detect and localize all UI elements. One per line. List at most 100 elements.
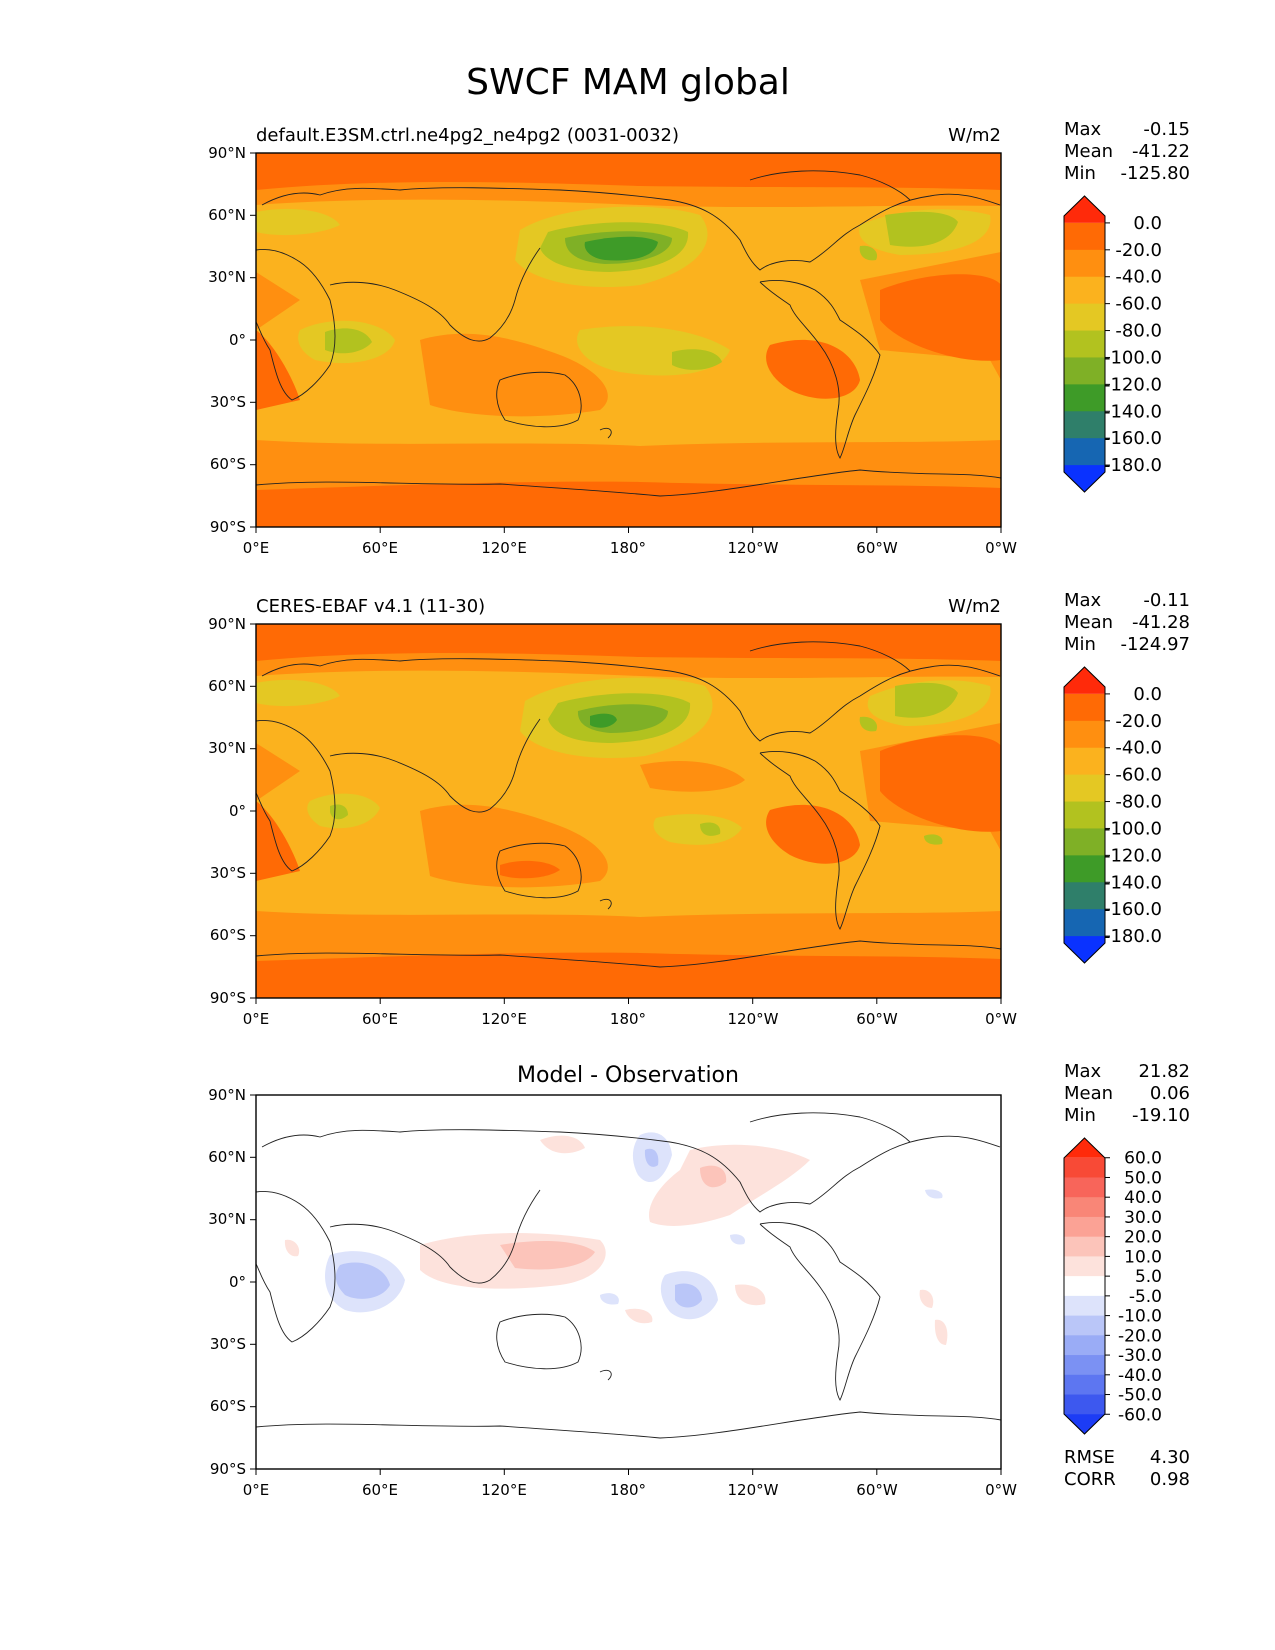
colorbar-segment: [1064, 1276, 1105, 1297]
lat-tick-label: 30°S: [210, 1335, 246, 1353]
colorbar-segment: [1064, 855, 1105, 883]
colorbar-tick-label: -60.0: [1115, 765, 1162, 786]
colorbar-segment: [1064, 196, 1105, 223]
colorbar-segment: [1064, 303, 1105, 332]
lat-tick-label: 90°S: [210, 518, 246, 536]
panel-title-left: default.E3SM.ctrl.ne4pg2_ne4pg2 (0031-00…: [256, 125, 679, 146]
colorbar-tick-label: 5.0: [1135, 1267, 1162, 1287]
colorbar-tick-label: -100.0: [1104, 347, 1162, 368]
colorbar-segment: [1064, 411, 1105, 439]
lat-tick-label: 90°N: [208, 144, 246, 162]
lon-tick-label: 120°E: [481, 539, 527, 557]
lon-tick-label: 120°W: [728, 1010, 779, 1028]
colorbar-segment: [1064, 1177, 1105, 1198]
lat-tick-label: 30°N: [208, 268, 246, 286]
stats-block: Max -0.11 Mean -41.28 Min -124.97: [1064, 590, 1190, 655]
colorbar-tick-label: -40.0: [1118, 1366, 1162, 1386]
lat-tick-label: 90°N: [208, 615, 246, 633]
colorbar-segment: [1064, 1394, 1105, 1415]
colorbar-tick-label: -40.0: [1115, 738, 1162, 759]
colorbar-tick-label: -160.0: [1104, 899, 1162, 920]
stat-label: Max: [1064, 1061, 1102, 1082]
lat-tick-label: 30°N: [208, 739, 246, 757]
lat-tick-label: 60°S: [210, 1397, 246, 1415]
colorbar-tick-label: -100.0: [1104, 818, 1162, 839]
colorbar-tick-label: -120.0: [1104, 845, 1162, 866]
colorbar-segment: [1064, 1157, 1105, 1178]
colorbar-tick-label: -5.0: [1129, 1287, 1162, 1307]
colorbar-segment: [1064, 936, 1105, 963]
lon-tick-label: 60°W: [856, 539, 898, 557]
lat-tick-label: 90°S: [210, 989, 246, 1007]
colorbar-tick-label: 20.0: [1124, 1228, 1162, 1248]
stat-value: -0.15: [1143, 119, 1190, 140]
lon-tick-label: 120°W: [728, 539, 779, 557]
stat-label: Mean: [1064, 1083, 1113, 1104]
stat-value: -41.28: [1132, 612, 1190, 633]
colorbar-segment: [1064, 720, 1105, 749]
colorbar: 0.0 -20.0 -40.0 -60.0 -80.0 -100.0 -120.0 -140.…: [1063, 666, 1162, 964]
colorbar-tick-label: -120.0: [1104, 374, 1162, 395]
colorbar-tick-label: -80.0: [1115, 792, 1162, 813]
lat-axis: 90°N 60°N 30°N 0° 30°S 60°S 90°S: [208, 144, 256, 536]
colorbar-segment: [1064, 384, 1105, 412]
coastlines: [256, 641, 1001, 968]
panel-model: 90°N 60°N 30°N 0° 30°S 60°S 90°S 0°E 60°…: [208, 119, 1190, 557]
panel-units: W/m2: [948, 125, 1001, 146]
colorbar-segment: [1064, 330, 1105, 358]
colorbar-tick-label: 40.0: [1124, 1188, 1162, 1208]
stat-value: 0.98: [1150, 1469, 1190, 1490]
colorbar-tick-label: -140.0: [1104, 872, 1162, 893]
colorbar-segment: [1064, 828, 1105, 856]
colorbar-tick-label: 0.0: [1133, 213, 1162, 234]
colorbar-segment: [1064, 438, 1105, 466]
colorbar-segment: [1064, 1335, 1105, 1356]
coastlines: [256, 1112, 1001, 1439]
colorbar: 0.0 -20.0 -40.0 -60.0 -80.0 -100.0 -120.0 -140.…: [1063, 195, 1162, 493]
stat-label: Max: [1064, 590, 1102, 611]
colorbar-tick-label: -60.0: [1118, 1405, 1162, 1425]
colorbar-tick-label: -20.0: [1115, 240, 1162, 261]
lat-axis: 90°N 60°N 30°N 0° 30°S 60°S 90°S: [208, 615, 256, 1007]
lon-tick-label: 0°W: [985, 1010, 1017, 1028]
colorbar-outline: [1063, 666, 1106, 964]
colorbar-tick-label: 10.0: [1124, 1247, 1162, 1267]
lon-axis: 0°E 60°E 120°E 180° 120°W 60°W 0°W: [243, 1469, 1017, 1499]
colorbar-tick-label: -180.0: [1104, 455, 1162, 476]
panel-units: W/m2: [948, 596, 1001, 617]
lon-tick-label: 60°E: [362, 1481, 398, 1499]
stats-block: Max 21.82 Mean 0.06 Min -19.10: [1064, 1061, 1190, 1126]
colorbar-tick-label: 0.0: [1133, 684, 1162, 705]
stat-value: 21.82: [1138, 1061, 1190, 1082]
colorbar-tick-label: -20.0: [1118, 1326, 1162, 1346]
lon-tick-label: 120°W: [728, 1481, 779, 1499]
colorbar-segment: [1064, 357, 1105, 385]
lon-tick-label: 180°: [610, 539, 646, 557]
lon-tick-label: 60°E: [362, 539, 398, 557]
colorbar-segment: [1064, 1256, 1105, 1277]
lon-axis: 0°E 60°E 120°E 180° 120°W 60°W 0°W: [243, 998, 1017, 1028]
colorbar-tick-label: -160.0: [1104, 428, 1162, 449]
map-field: [256, 624, 1001, 998]
stat-value: -124.97: [1121, 634, 1190, 655]
stat-value: 0.06: [1150, 1083, 1190, 1104]
stat-label: Min: [1064, 163, 1096, 184]
stat-label: Min: [1064, 634, 1096, 655]
lon-tick-label: 0°W: [985, 539, 1017, 557]
stat-label: Min: [1064, 1105, 1096, 1126]
colorbar-segment: [1064, 693, 1105, 722]
colorbar-segment: [1064, 249, 1105, 278]
lat-tick-label: 60°N: [208, 677, 246, 695]
colorbar-segment: [1064, 1355, 1105, 1376]
colorbar-segment: [1064, 882, 1105, 910]
lat-tick-label: 0°: [229, 331, 246, 349]
stat-value: -41.22: [1132, 141, 1190, 162]
lon-tick-label: 120°E: [481, 1481, 527, 1499]
lon-tick-label: 0°E: [243, 1481, 270, 1499]
lon-tick-label: 180°: [610, 1481, 646, 1499]
lon-axis: 0°E 60°E 120°E 180° 120°W 60°W 0°W: [243, 527, 1017, 557]
colorbar-segment: [1064, 276, 1105, 305]
colorbar-tick-label: -50.0: [1118, 1386, 1162, 1406]
lat-tick-label: 60°S: [210, 455, 246, 473]
